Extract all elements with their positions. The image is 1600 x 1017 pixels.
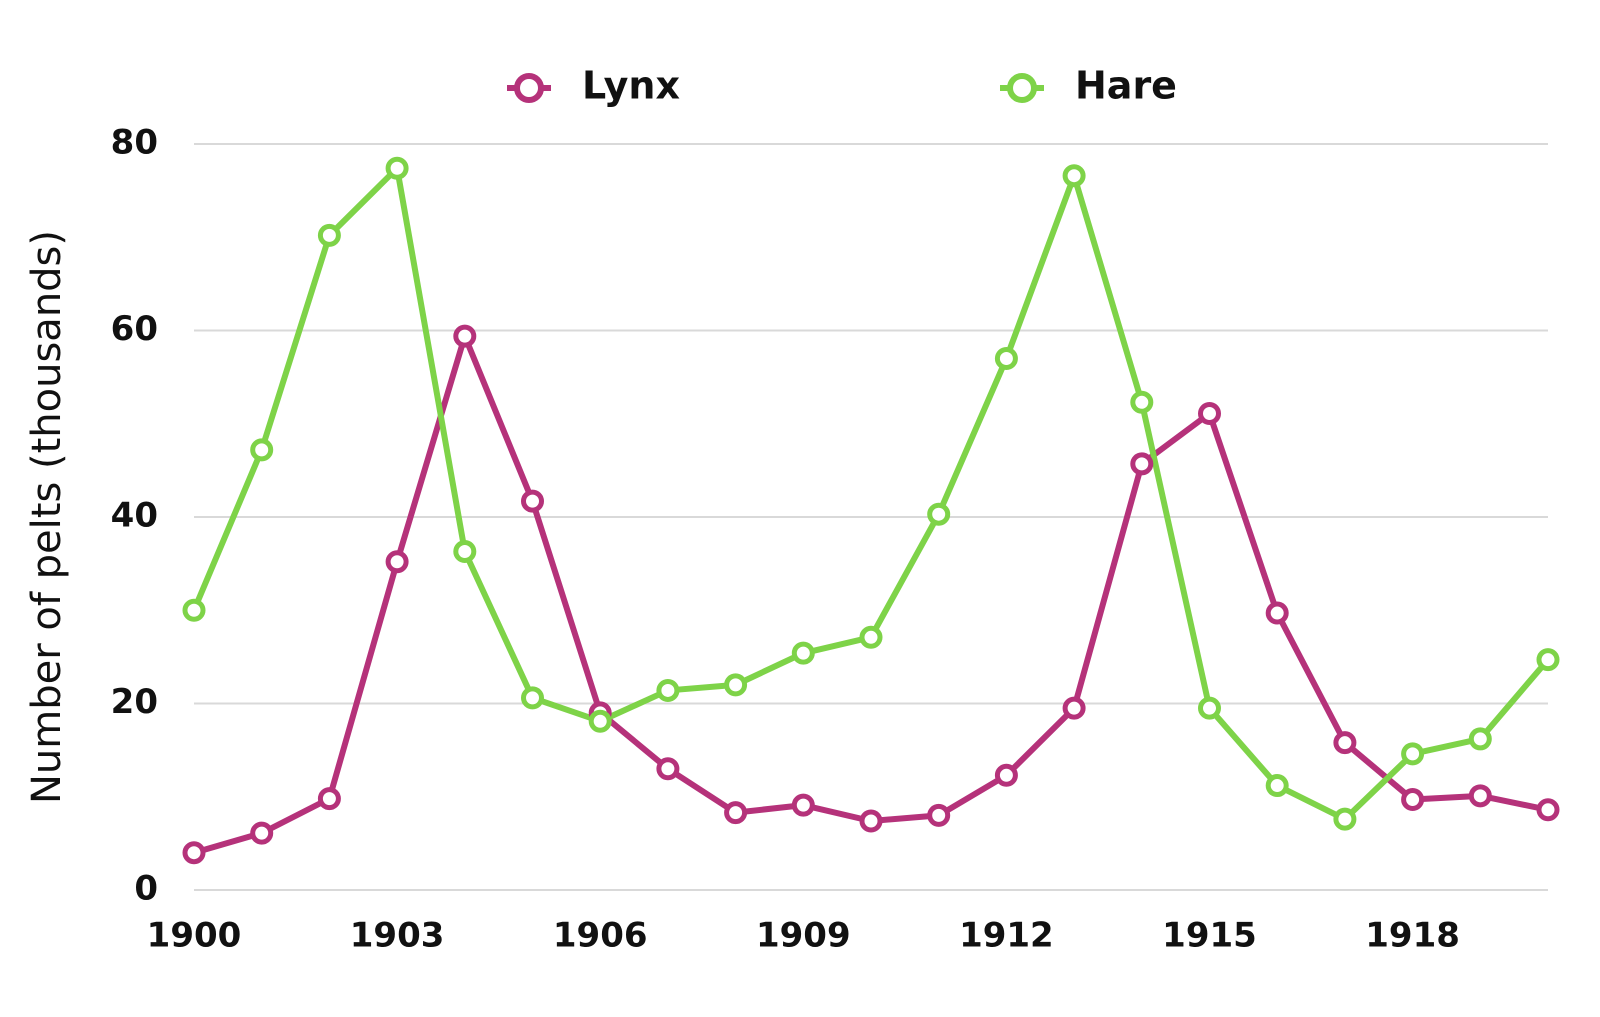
data-point <box>859 625 883 649</box>
data-point <box>317 787 341 811</box>
data-point <box>1468 727 1492 751</box>
data-point <box>317 223 341 247</box>
data-point <box>1062 696 1086 720</box>
data-point <box>250 821 274 845</box>
y-tick-label: 40 <box>111 496 158 536</box>
data-point <box>1062 164 1086 188</box>
data-point <box>927 803 951 827</box>
data-point <box>1401 788 1425 812</box>
y-tick-label: 80 <box>111 123 158 163</box>
data-point <box>385 550 409 574</box>
legend-label: Lynx <box>582 64 680 108</box>
series-line <box>191 165 1551 823</box>
data-point <box>521 686 544 710</box>
y-tick-label: 0 <box>134 869 158 909</box>
data-point <box>1333 807 1357 831</box>
data-point <box>1130 390 1154 414</box>
data-point <box>453 324 477 348</box>
x-tick-label: 1912 <box>959 916 1054 956</box>
legend-marker <box>1007 73 1037 103</box>
x-tick-label: 1915 <box>1162 916 1257 956</box>
data-point <box>994 763 1018 787</box>
data-point <box>1130 452 1154 476</box>
data-point <box>1265 774 1289 798</box>
data-point <box>927 502 951 526</box>
data-point <box>385 156 409 180</box>
data-point <box>724 673 748 697</box>
data-point <box>1401 742 1425 766</box>
data-point <box>182 841 206 865</box>
data-point <box>791 641 815 665</box>
data-point <box>1468 784 1492 808</box>
x-tick-label: 1909 <box>756 916 851 956</box>
legend-label: Hare <box>1075 64 1177 108</box>
data-point <box>656 678 680 702</box>
data-point <box>724 801 748 825</box>
data-point <box>656 757 680 781</box>
data-point <box>1333 731 1357 755</box>
data-point <box>1198 401 1221 425</box>
data-point <box>250 438 274 462</box>
data-point <box>588 709 612 733</box>
series-line <box>193 333 1549 856</box>
x-tick-label: 1918 <box>1365 916 1460 956</box>
x-tick-label: 1903 <box>350 916 445 956</box>
data-point <box>1265 601 1289 625</box>
y-tick-label: 60 <box>111 309 158 349</box>
data-point <box>453 540 477 564</box>
data-point <box>1536 648 1560 672</box>
data-point <box>182 598 206 622</box>
y-axis-label: Number of pelts (thousands) <box>24 230 70 804</box>
data-point <box>859 809 883 833</box>
legend-marker <box>514 73 544 103</box>
x-tick-label: 1900 <box>147 916 242 956</box>
data-point <box>994 346 1018 370</box>
data-point <box>1536 798 1560 822</box>
data-point <box>1198 696 1221 720</box>
data-point <box>791 793 815 817</box>
y-tick-label: 20 <box>111 682 158 722</box>
x-tick-label: 1906 <box>553 916 648 956</box>
data-point <box>521 489 544 513</box>
